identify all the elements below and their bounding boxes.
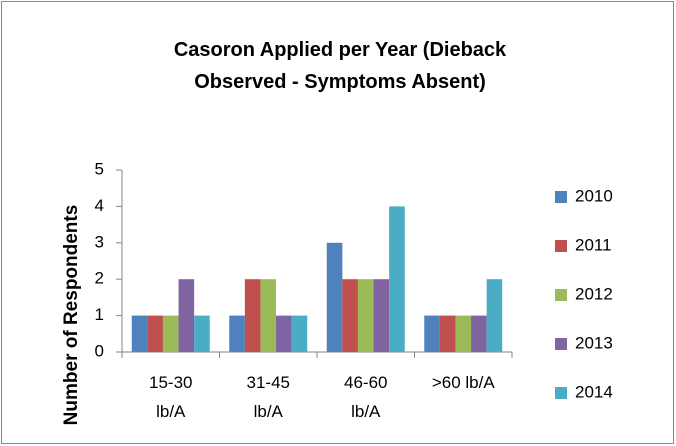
y-tick-label: 1	[95, 305, 104, 324]
legend-label: 2013	[575, 333, 613, 352]
y-tick-label: 3	[95, 232, 104, 251]
y-axis-label: Number of Respondents	[61, 205, 82, 426]
legend-swatch	[555, 338, 567, 350]
bar	[373, 279, 390, 352]
bar	[276, 315, 292, 352]
legend-label: 2012	[575, 284, 613, 303]
bar	[342, 279, 358, 352]
bar	[162, 315, 179, 352]
bar	[260, 279, 277, 352]
bar	[291, 315, 308, 352]
bar	[389, 206, 405, 352]
bar	[131, 315, 148, 352]
legend-swatch	[555, 387, 567, 399]
bar	[439, 315, 456, 352]
y-tick-label: 5	[95, 159, 104, 178]
bar	[244, 279, 261, 352]
x-tick-label: 15-30 lb/A	[149, 373, 193, 421]
legend-swatch	[555, 240, 567, 252]
bar	[194, 315, 210, 352]
x-tick-label: 31-45 lb/A	[246, 373, 290, 421]
x-tick-label: 46-60 lb/A	[344, 373, 388, 421]
y-tick-label: 0	[95, 341, 104, 360]
legend-swatch	[555, 289, 567, 301]
chart-title: Casoron Applied per Year (Dieback Observ…	[173, 39, 507, 93]
legend-label: 2010	[575, 186, 613, 205]
legend-label: 2011	[575, 235, 612, 254]
y-tick-label: 2	[95, 269, 104, 288]
bar	[326, 242, 343, 352]
bar	[357, 279, 374, 352]
bar	[486, 279, 503, 352]
bar	[424, 315, 440, 352]
bar	[471, 315, 487, 352]
y-tick-label: 4	[95, 196, 104, 215]
bar	[455, 315, 472, 352]
bar	[178, 279, 195, 352]
bar	[229, 315, 245, 352]
legend-swatch	[555, 191, 567, 203]
legend-label: 2014	[575, 382, 613, 401]
x-tick-label: >60 lb/A	[431, 373, 495, 392]
bar	[147, 315, 163, 352]
